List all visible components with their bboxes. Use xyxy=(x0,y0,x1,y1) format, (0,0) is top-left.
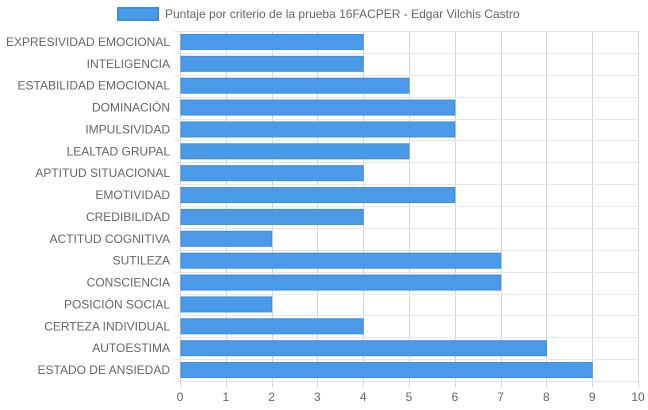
x-tick-label-2: 2 xyxy=(268,390,275,404)
category-label-2: ESTABILIDAD EMOCIONAL xyxy=(18,79,171,93)
category-label-1: INTELIGENCIA xyxy=(87,57,170,71)
category-labels: EXPRESIVIDAD EMOCIONAL INTELIGENCIA ESTABI… xyxy=(6,35,170,377)
x-tick-label-4: 4 xyxy=(360,390,367,404)
category-label-8: CREDIBILIDAD xyxy=(86,210,170,224)
category-label-11: CONSCIENCIA xyxy=(87,276,170,290)
x-tick-label-6: 6 xyxy=(451,390,458,404)
x-tick-label-7: 7 xyxy=(497,390,504,404)
bar-10[interactable] xyxy=(180,252,502,269)
bars xyxy=(180,33,593,379)
bar-14[interactable] xyxy=(180,340,547,357)
category-label-0: EXPRESIVIDAD EMOCIONAL xyxy=(6,35,170,49)
bar-8[interactable] xyxy=(180,208,364,225)
x-tick-label-1: 1 xyxy=(222,390,229,404)
x-tick-label-10: 10 xyxy=(631,390,645,404)
bar-0[interactable] xyxy=(180,33,364,50)
x-axis-tick-labels: 0 1 2 3 4 5 6 7 8 9 10 xyxy=(177,390,645,404)
bar-9[interactable] xyxy=(180,230,273,247)
x-tick-label-0: 0 xyxy=(177,390,184,404)
bar-3[interactable] xyxy=(180,99,456,116)
category-label-14: AUTOESTIMA xyxy=(92,341,170,355)
x-tick-label-8: 8 xyxy=(543,390,550,404)
category-label-6: APTITUD SITUACIONAL xyxy=(35,166,170,180)
x-tick-label-5: 5 xyxy=(406,390,413,404)
legend[interactable]: Puntaje por criterio de la prueba 16FACP… xyxy=(117,7,520,21)
legend-label: Puntaje por criterio de la prueba 16FACP… xyxy=(165,7,520,21)
bar-4[interactable] xyxy=(180,121,456,138)
bar-2[interactable] xyxy=(180,77,410,94)
category-label-15: ESTADO DE ANSIEDAD xyxy=(38,363,171,377)
category-label-10: SUTILEZA xyxy=(113,254,170,268)
category-label-7: EMOTIVIDAD xyxy=(95,188,170,202)
bar-7[interactable] xyxy=(180,187,456,204)
category-label-5: LEALTAD GRUPAL xyxy=(67,144,171,158)
x-tick-label-9: 9 xyxy=(589,390,596,404)
bar-1[interactable] xyxy=(180,55,364,72)
x-tick-label-3: 3 xyxy=(314,390,321,404)
category-label-4: IMPULSIVIDAD xyxy=(85,122,170,136)
bar-13[interactable] xyxy=(180,318,364,335)
category-label-12: POSICIÓN SOCIAL xyxy=(64,296,170,311)
bar-12[interactable] xyxy=(180,296,273,313)
category-label-13: CERTEZA INDIVIDUAL xyxy=(44,319,170,333)
bar-15[interactable] xyxy=(180,362,593,379)
bar-11[interactable] xyxy=(180,274,502,291)
category-label-3: DOMINACIÓN xyxy=(92,100,170,115)
bar-6[interactable] xyxy=(180,165,364,182)
legend-swatch xyxy=(117,7,159,21)
category-label-9: ACTITUD COGNITIVA xyxy=(50,232,170,246)
bar-5[interactable] xyxy=(180,143,410,160)
